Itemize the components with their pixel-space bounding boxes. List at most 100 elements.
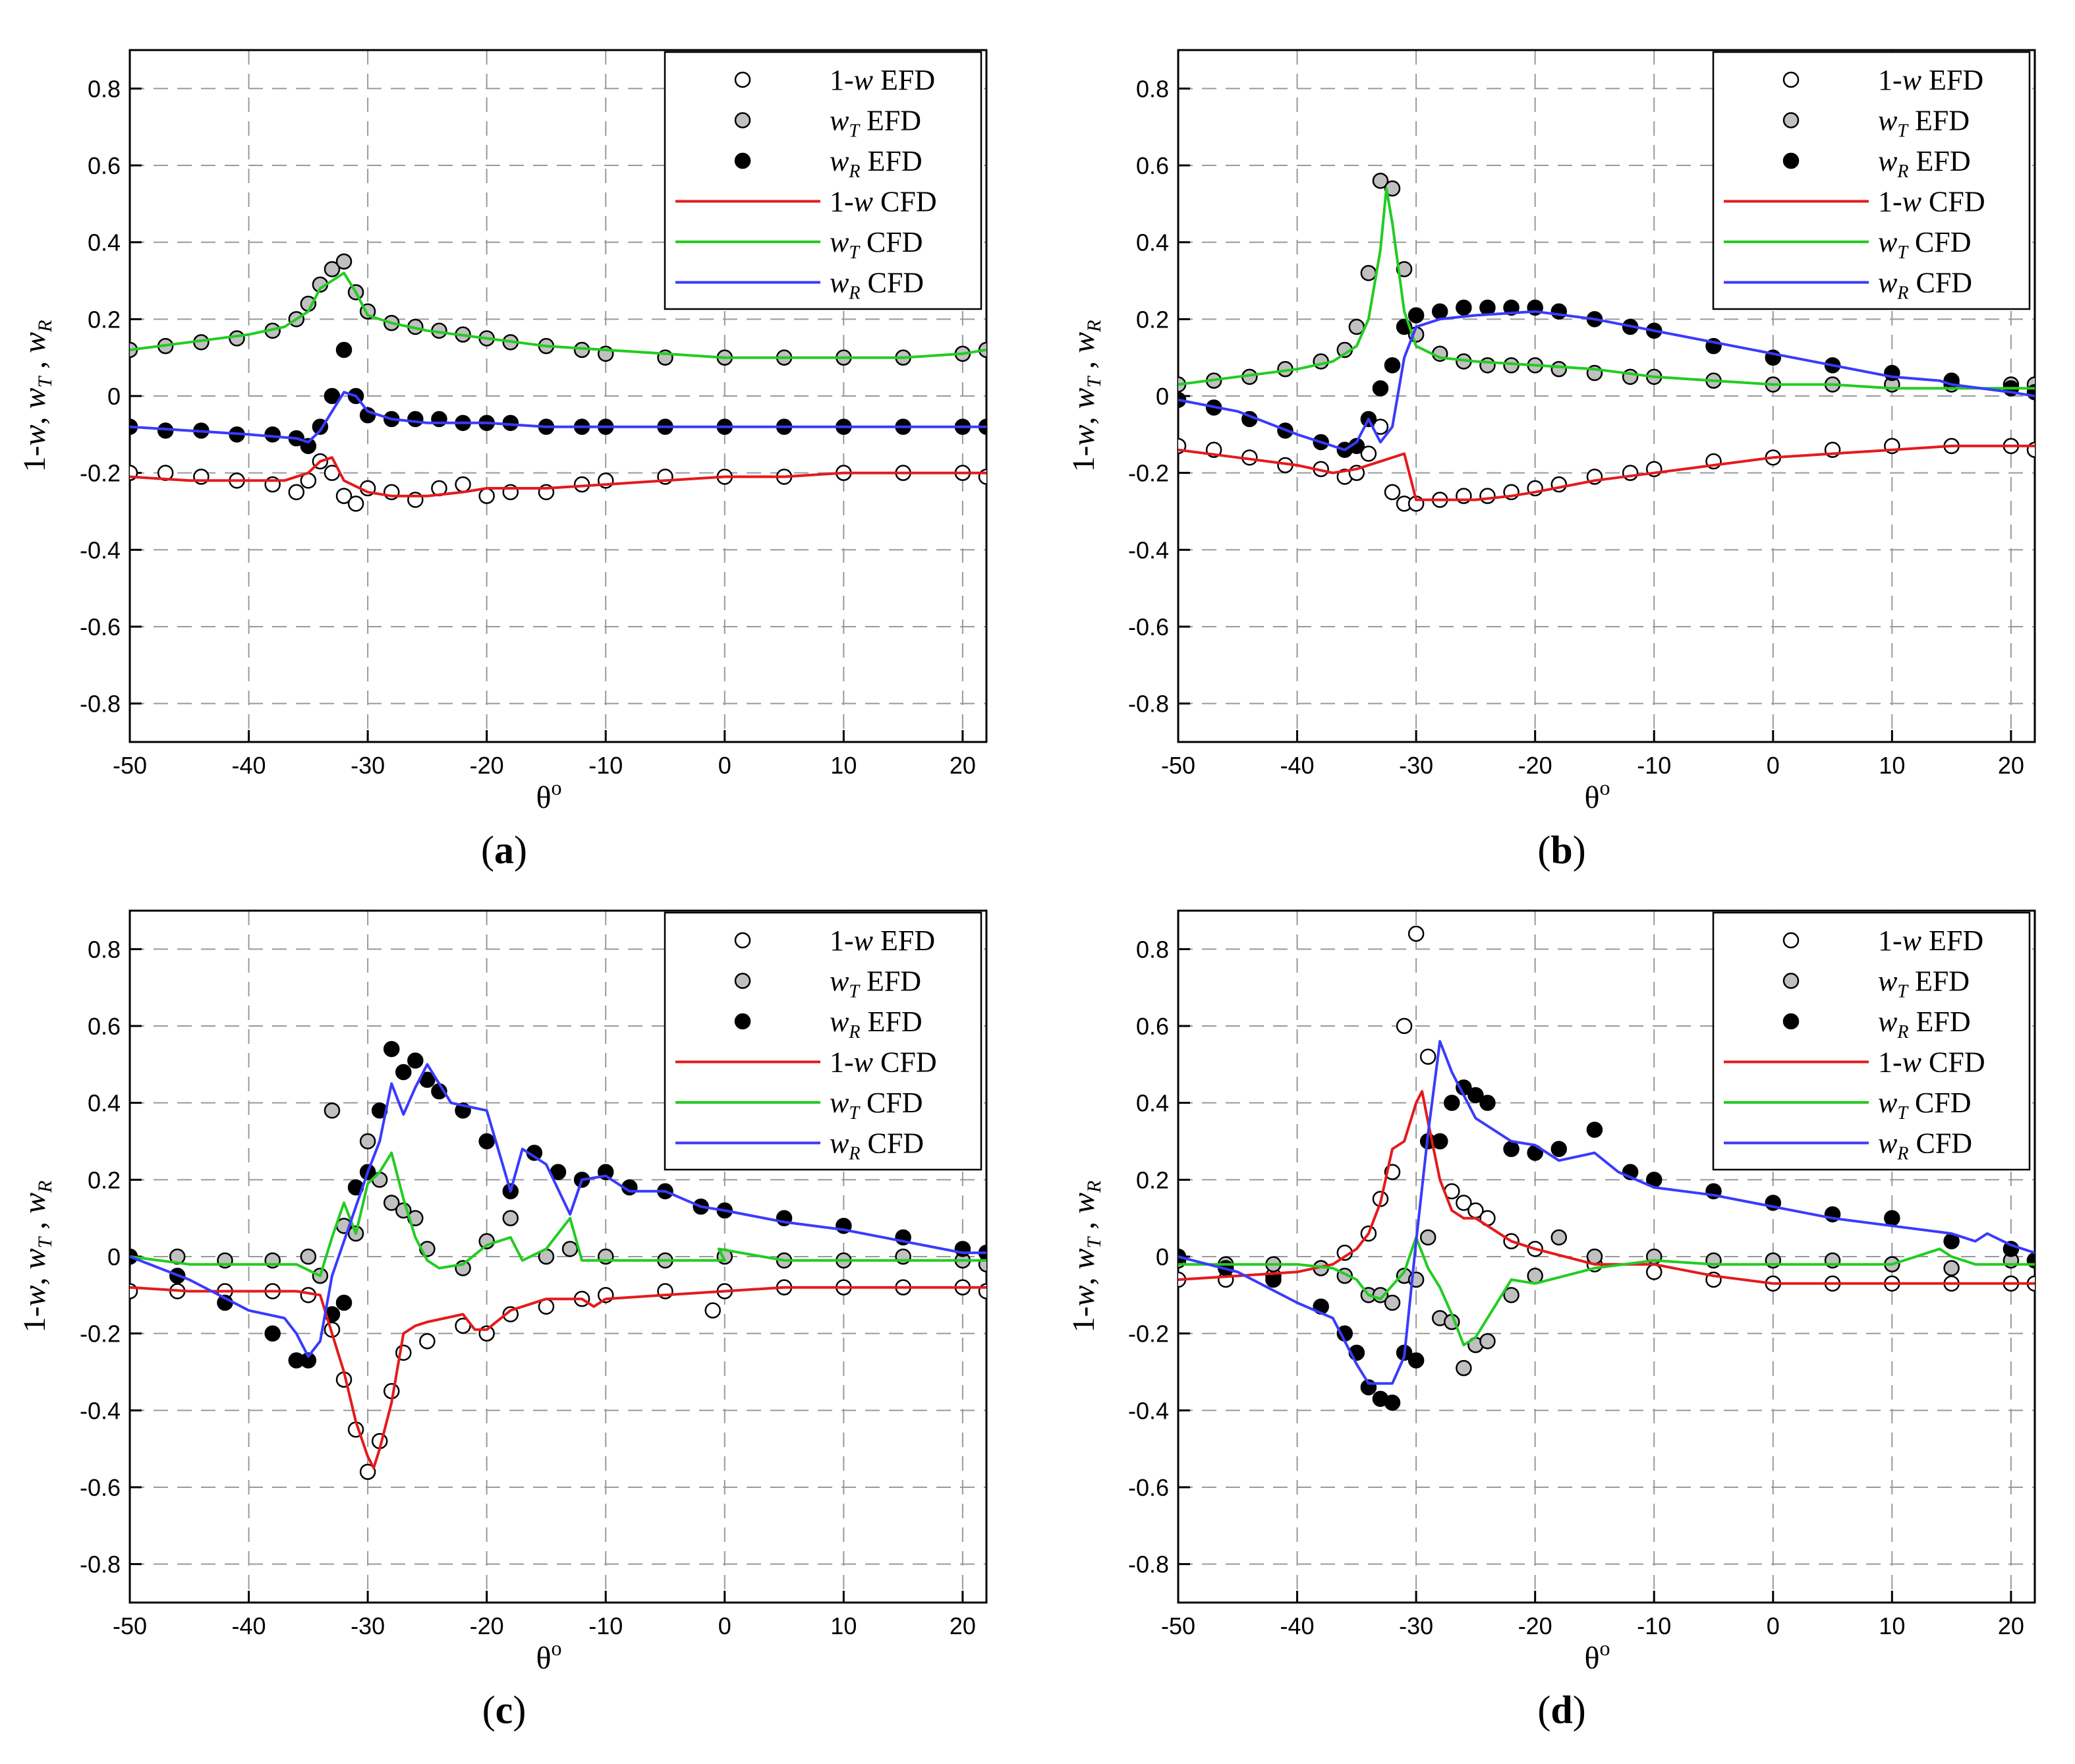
text-part: w	[1066, 425, 1101, 446]
text-part: R	[848, 1144, 860, 1164]
text-part: w	[854, 64, 874, 96]
x-tick-label: 20	[950, 1612, 976, 1639]
x-tick-label: -30	[351, 752, 385, 779]
text-part: c	[496, 1688, 513, 1732]
legend-label: wR CFD	[830, 267, 924, 304]
data-point	[395, 1064, 412, 1081]
y-tick-label: 0.4	[1136, 1090, 1169, 1117]
y-tick-label: 0	[107, 383, 121, 410]
data-point	[1503, 1287, 1520, 1303]
data-point	[1884, 1210, 1900, 1226]
text-part: ,	[17, 409, 52, 425]
y-tick-label: -0.6	[1128, 613, 1169, 640]
text-part: w	[854, 925, 874, 957]
text-part: w	[1902, 186, 1922, 218]
data-point	[1431, 303, 1448, 320]
y-tick-label: -0.6	[80, 613, 121, 640]
text-part: T	[34, 1236, 56, 1249]
data-point	[1550, 303, 1568, 320]
text-part: w	[17, 332, 52, 353]
text-part: 1-	[830, 186, 854, 218]
series-line-1-w-cfd	[1178, 444, 2035, 501]
text-part: CFD	[867, 267, 924, 299]
data-point	[1503, 1141, 1520, 1157]
legend-marker	[1782, 973, 1800, 989]
legend-label: 1-w CFD	[1878, 1046, 1985, 1079]
data-point	[1479, 1095, 1496, 1111]
data-point	[324, 1102, 341, 1119]
legend-label: 1-w CFD	[830, 186, 937, 218]
spacer	[873, 64, 880, 96]
data-point	[1384, 1294, 1401, 1311]
text-part: R	[1896, 161, 1908, 182]
text-part: θ	[536, 1641, 552, 1676]
data-point	[1503, 299, 1520, 316]
series-line-wt-cfd	[130, 271, 986, 359]
legend-label: wR CFD	[1878, 1127, 1972, 1164]
data-point	[1622, 465, 1639, 481]
legend-box	[664, 51, 982, 310]
y-tick-label: 0.6	[88, 1013, 121, 1040]
text-part: T	[1897, 242, 1909, 263]
data-layer	[130, 1040, 986, 1480]
data-point	[1456, 299, 1472, 316]
text-part: w	[17, 1193, 52, 1214]
y-tick-label: 0.2	[1136, 306, 1169, 333]
legend-label: wR CFD	[830, 1127, 924, 1164]
y-tick-label: 0.2	[88, 306, 121, 333]
data-point	[1360, 445, 1377, 462]
y-tick-label: 0	[107, 1243, 121, 1270]
data-point	[300, 1248, 317, 1265]
data-point	[1550, 1141, 1568, 1157]
x-tick-label: 20	[1998, 1612, 2024, 1639]
y-tick-label: 0.8	[1136, 936, 1169, 963]
x-tick-label: -40	[1280, 1612, 1315, 1639]
x-tick-label: -50	[1161, 1612, 1195, 1639]
data-point	[1467, 1087, 1484, 1104]
series-line-wr-cfd	[1178, 1040, 2035, 1385]
legend-label: wT CFD	[1878, 226, 1972, 263]
data-point	[335, 253, 353, 270]
text-part: CFD	[880, 186, 937, 218]
text-part: R	[1083, 320, 1105, 332]
x-tick-label: -30	[351, 1612, 385, 1639]
text-part: w	[1878, 965, 1898, 998]
panel-caption: (d)	[1537, 1688, 1585, 1732]
text-part: R	[1896, 1022, 1908, 1042]
text-part: o	[552, 776, 562, 799]
data-point	[335, 1294, 353, 1311]
text-part: EFD	[1915, 105, 1970, 137]
spacer	[1921, 925, 1929, 957]
data-point	[383, 1040, 400, 1058]
data-point	[1419, 1229, 1436, 1246]
text-part: w	[830, 267, 849, 299]
x-tick-label: -10	[588, 752, 623, 779]
legend-label: wR CFD	[1878, 267, 1972, 304]
data-point	[1431, 1133, 1448, 1150]
text-part: 1-	[830, 1046, 854, 1079]
data-point	[407, 1052, 424, 1069]
data-point	[1943, 1260, 1960, 1276]
data-point	[1444, 1095, 1460, 1111]
data-point	[561, 1241, 579, 1257]
caption-open: (	[1537, 828, 1550, 872]
y-tick-label: -0.2	[1128, 1321, 1169, 1348]
text-part: 1-	[1066, 1307, 1101, 1333]
x-tick-label: -40	[232, 752, 266, 779]
spacer	[859, 105, 867, 137]
text-part: w	[1902, 64, 1922, 96]
data-point	[1360, 265, 1377, 281]
text-part: w	[1878, 145, 1898, 177]
spacer	[860, 267, 867, 299]
legend-marker	[734, 973, 751, 989]
legend-label: 1-w EFD	[1878, 925, 1983, 957]
data-point	[1456, 1195, 1472, 1211]
legend-label: wT EFD	[1878, 965, 1970, 1002]
data-point	[455, 1317, 471, 1334]
data-point	[335, 488, 353, 504]
text-part: T	[849, 982, 861, 1002]
data-point	[1407, 307, 1425, 324]
series-line-wt-cfd	[130, 1151, 986, 1278]
text-part: w	[17, 1286, 52, 1307]
